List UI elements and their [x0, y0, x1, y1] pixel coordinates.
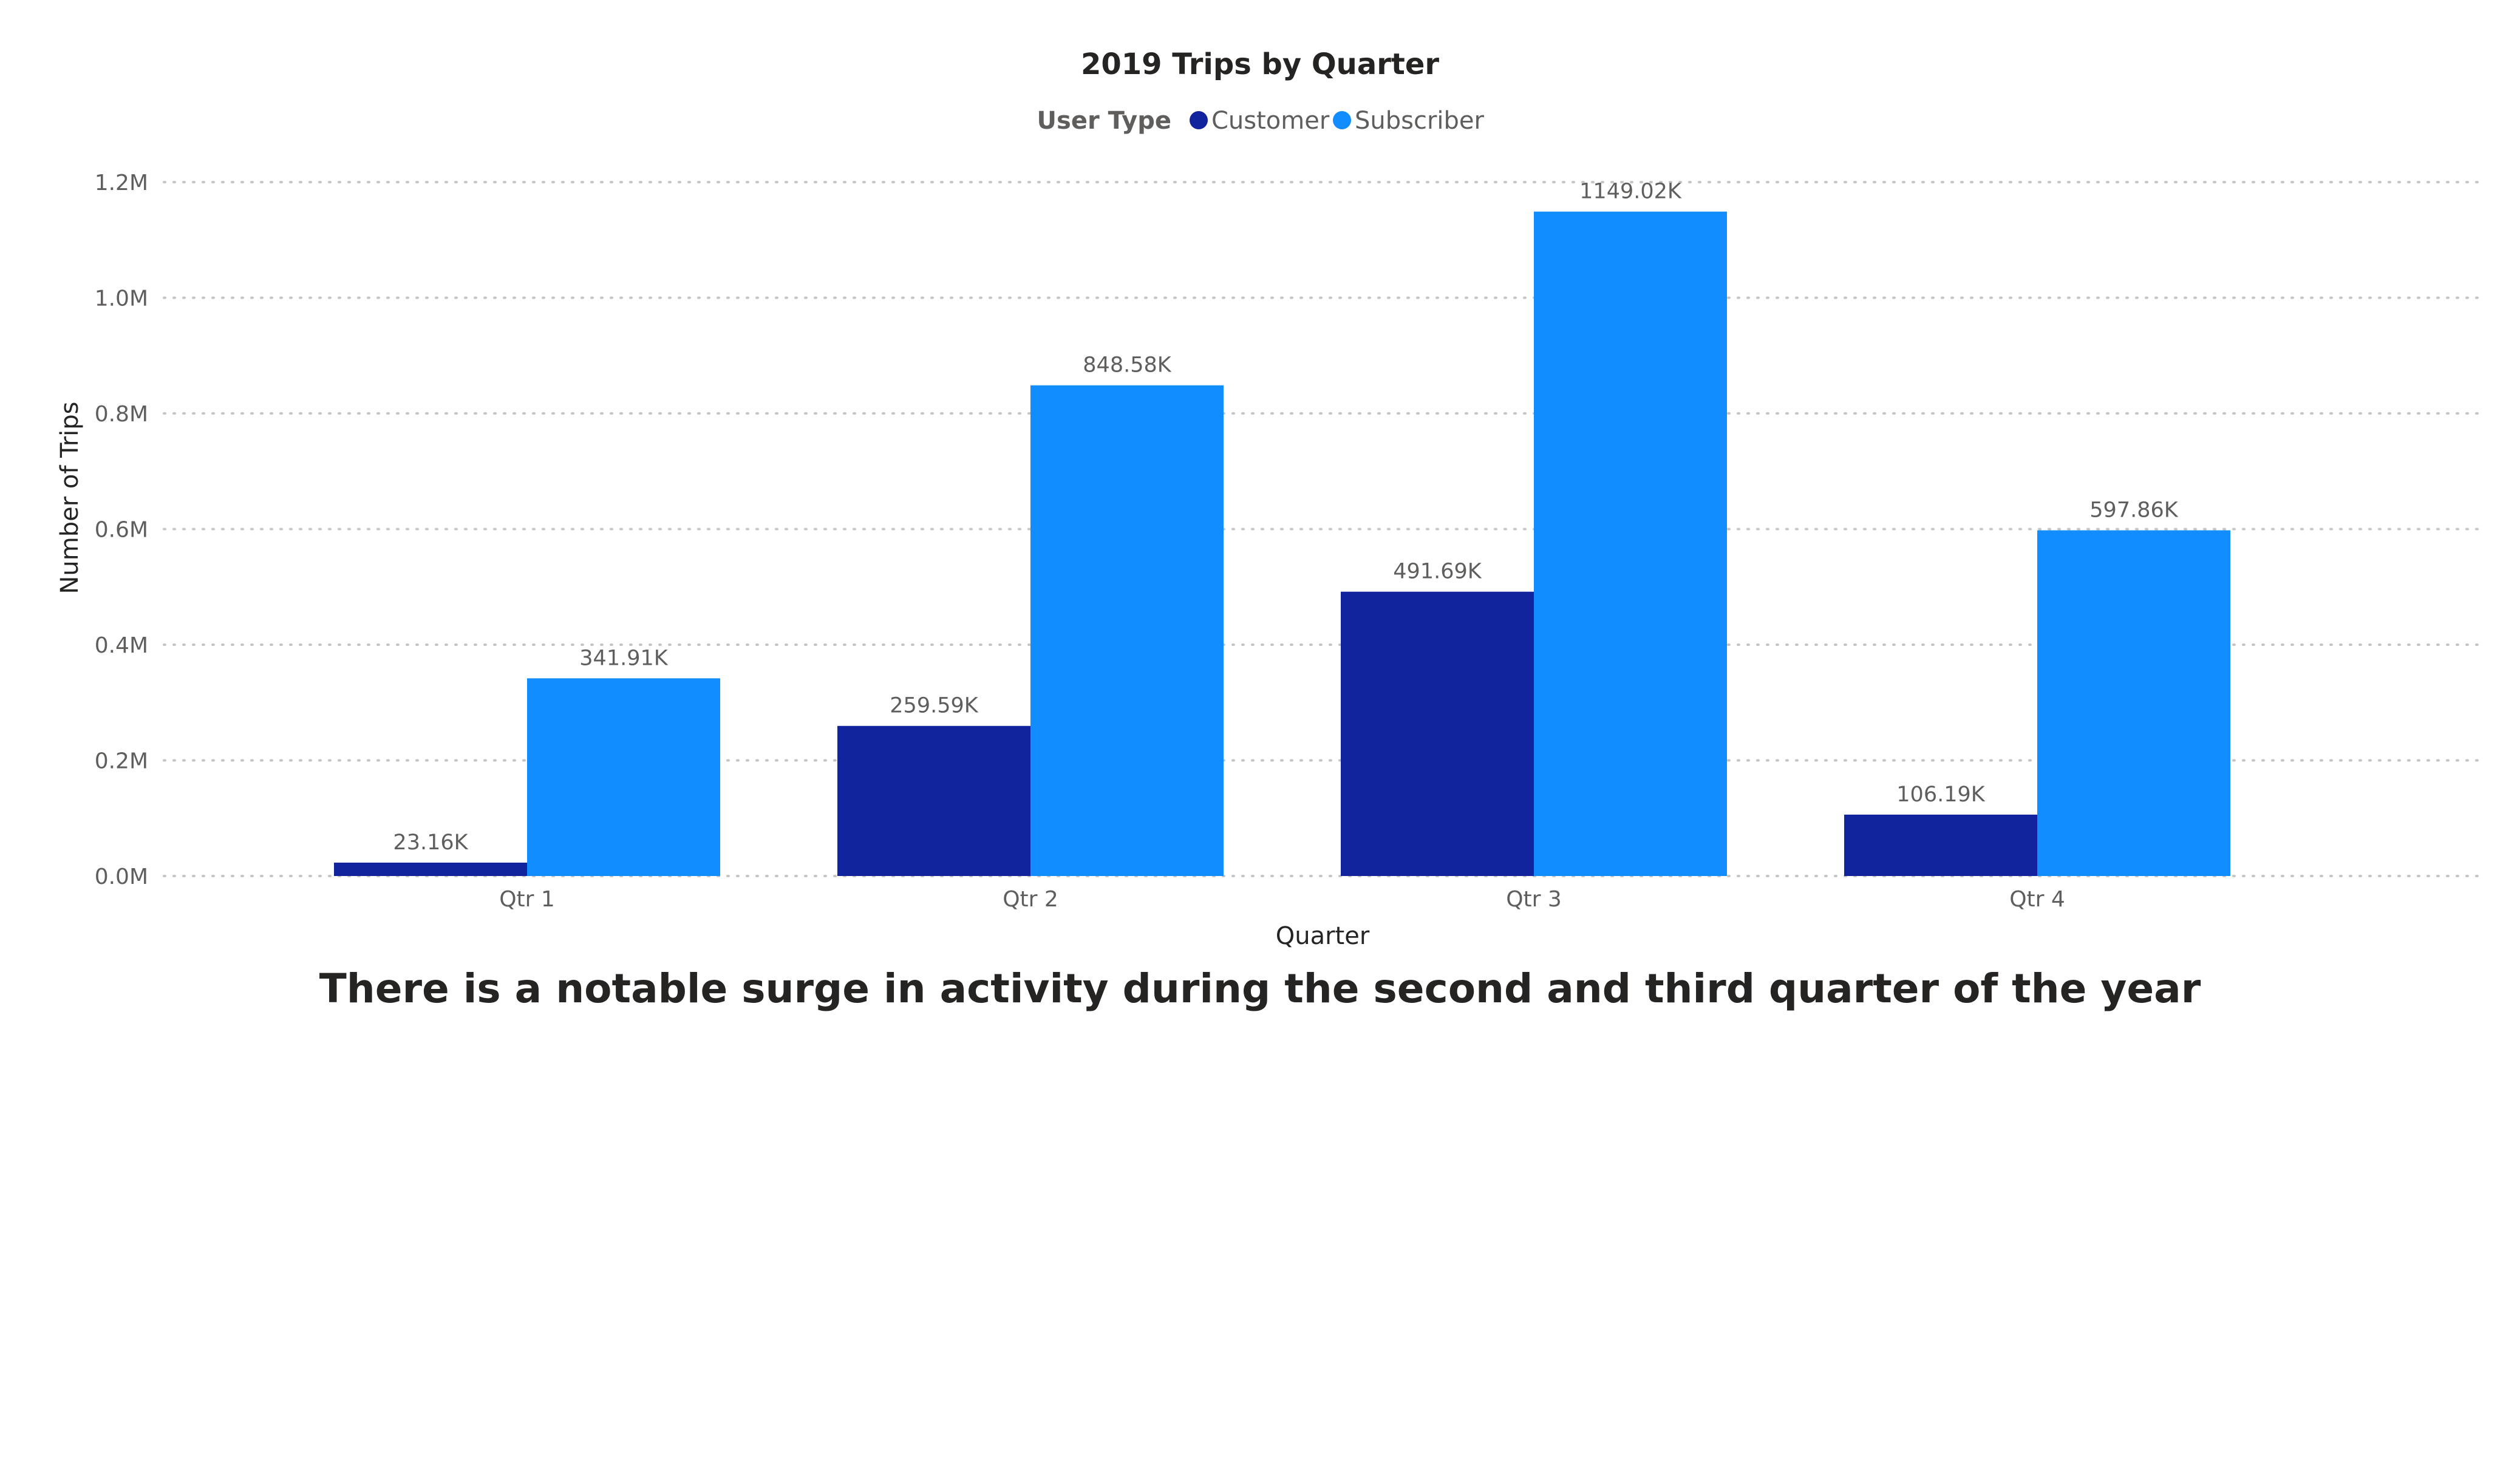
bar-customer-qtr-1 — [334, 862, 527, 876]
data-label-subscriber-qtr-3: 1149.02K — [1579, 180, 1682, 204]
legend-label-customer: Customer — [1211, 107, 1330, 135]
y-tick-label: 0.8M — [95, 402, 148, 427]
chart-caption: There is a notable surge in activity dur… — [319, 965, 2201, 1012]
bar-subscriber-qtr-1 — [527, 678, 720, 876]
x-tick-label: Qtr 3 — [1506, 887, 1562, 912]
y-axis-title: Number of Trips — [56, 401, 84, 594]
data-label-customer-qtr-4: 106.19K — [1896, 783, 1985, 807]
y-tick-label: 0.2M — [95, 749, 148, 774]
data-label-customer-qtr-3: 491.69K — [1393, 560, 1482, 584]
data-labels: 23.16K 341.91K 259.59K 848.58K 491.69K 1149.0… — [393, 180, 2178, 855]
legend-label-subscriber: Subscriber — [1355, 107, 1485, 135]
y-tick-label: 0.0M — [95, 864, 148, 889]
bar-subscriber-qtr-3 — [1534, 211, 1727, 876]
bar-subscriber-qtr-2 — [1030, 385, 1224, 876]
bar-chart: 2019 Trips by Quarter User Type Customer… — [56, 47, 2485, 950]
bar-customer-qtr-4 — [1844, 814, 2037, 876]
legend-marker-customer — [1190, 111, 1208, 129]
data-label-customer-qtr-1: 23.16K — [393, 830, 468, 855]
legend-marker-subscriber — [1333, 111, 1351, 129]
legend-title: User Type — [1037, 107, 1171, 135]
chart-title: 2019 Trips by Quarter — [1081, 47, 1439, 81]
data-label-subscriber-qtr-1: 341.91K — [579, 646, 668, 670]
bar-customer-qtr-2 — [837, 725, 1030, 876]
bar-subscriber-qtr-4 — [2037, 530, 2230, 876]
y-tick-label: 1.2M — [95, 171, 148, 195]
x-tick-label: Qtr 4 — [2009, 887, 2065, 912]
bar-customer-qtr-3 — [1341, 591, 1534, 876]
y-tick-label: 1.0M — [95, 287, 148, 311]
bars — [334, 211, 2230, 876]
data-label-subscriber-qtr-2: 848.58K — [1083, 353, 1171, 378]
data-label-subscriber-qtr-4: 597.86K — [2089, 498, 2178, 523]
y-axis: 0.0M 0.2M 0.4M 0.6M 0.8M 1.0M 1.2M — [95, 171, 148, 889]
y-tick-label: 0.4M — [95, 633, 148, 658]
legend: User Type Customer Subscriber — [1037, 107, 1485, 135]
x-axis-title: Quarter — [1276, 922, 1370, 950]
x-axis: Qtr 1 Qtr 2 Qtr 3 Qtr 4 — [499, 887, 2065, 912]
x-tick-label: Qtr 2 — [1003, 887, 1058, 912]
x-tick-label: Qtr 1 — [499, 887, 555, 912]
data-label-customer-qtr-2: 259.59K — [890, 694, 978, 718]
y-tick-label: 0.6M — [95, 518, 148, 543]
